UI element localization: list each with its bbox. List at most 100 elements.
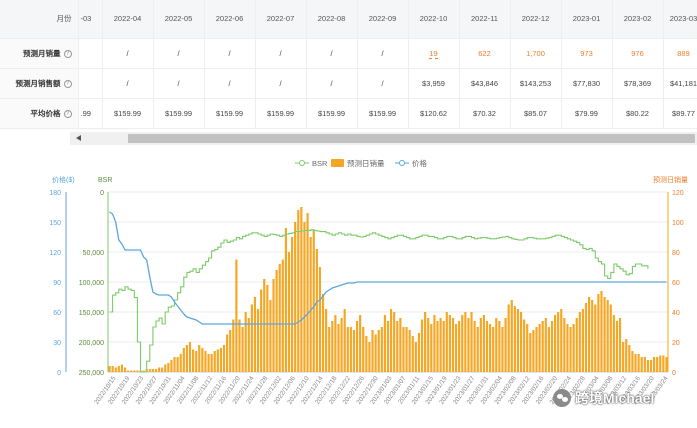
- sales-bar: [219, 348, 223, 372]
- sales-bar: [646, 360, 649, 372]
- sales-bar: [334, 315, 337, 372]
- help-icon[interactable]: ?: [63, 109, 72, 118]
- cell-value: /: [177, 48, 180, 58]
- sales-bar: [467, 318, 470, 372]
- sales-bar: [523, 319, 526, 372]
- help-icon[interactable]: ?: [63, 49, 72, 58]
- sales-bar: [182, 348, 185, 372]
- cell-value: $77,830: [572, 78, 601, 88]
- sales-bar: [309, 237, 312, 372]
- table-cell: $43,846: [459, 68, 511, 99]
- month-header: 2022-05: [153, 0, 205, 39]
- sales-bar: [275, 270, 278, 372]
- cell-value: 973: [580, 48, 593, 58]
- sales-bar: [371, 330, 374, 372]
- watermark: 跨境Michael: [553, 387, 693, 409]
- sales-bar: [560, 309, 563, 372]
- sales-bar: [368, 342, 371, 372]
- sales-bar: [232, 319, 235, 372]
- sales-bar: [417, 333, 421, 372]
- table-cell: /: [357, 68, 409, 99]
- cell-value: /: [330, 78, 333, 88]
- cell-value: /: [228, 78, 231, 88]
- sales-bar: [123, 367, 127, 372]
- sales-chart: 0 30 60 90 120 150 180 250,000 200,000 150,000 100…: [0, 150, 697, 428]
- sales-bar: [529, 333, 532, 372]
- watermark-text: 跨境Michael: [575, 390, 655, 406]
- cell-value: $159.99: [317, 108, 346, 118]
- sales-bar: [390, 309, 393, 372]
- sales-bar: [355, 321, 359, 372]
- cell-value: $70.32: [473, 108, 496, 118]
- sales-bar: [609, 304, 612, 372]
- cell-value: 19: [429, 48, 438, 59]
- month-header: 2023-03: [663, 0, 697, 39]
- cell-value: $159.99: [164, 108, 193, 118]
- price-line: [109, 211, 667, 325]
- bsr-axis-title: BSR: [98, 177, 112, 184]
- cell-value: 976: [631, 48, 644, 58]
- sales-bar: [631, 351, 634, 372]
- sales-axis-title: 预测日销量: [653, 175, 688, 184]
- help-icon[interactable]: ?: [63, 79, 72, 88]
- sales-bar: [269, 300, 272, 372]
- sales-bar: [656, 357, 659, 372]
- table-cell: $159.99: [357, 98, 409, 129]
- month-header: 2022-12: [510, 0, 562, 39]
- cell-value: $80.22: [626, 108, 649, 118]
- sales-bar: [445, 312, 448, 372]
- cell-value: /: [177, 78, 180, 88]
- sales-bar: [430, 324, 433, 372]
- sales-bar: [634, 354, 637, 372]
- table-cell: $159.99: [102, 98, 154, 129]
- table-cell: [78, 38, 103, 69]
- sales-bar: [111, 366, 114, 372]
- sales-bar: [594, 304, 597, 372]
- sales-bar: [485, 321, 489, 372]
- sales-bar: [622, 342, 625, 372]
- sales-bar: [476, 327, 479, 372]
- scroll-left-arrow-icon[interactable]: [76, 135, 81, 141]
- sales-bar: [519, 312, 523, 372]
- table-row: 平均价格? .99 $159.99 $159.99 $159.99 $159.99 $159…: [0, 98, 697, 129]
- sales-bar: [377, 330, 380, 372]
- sales-bar: [188, 342, 192, 372]
- cell-value: 622: [478, 48, 491, 58]
- bsr-tick-label: 150,000: [79, 310, 104, 317]
- sales-bar: [133, 370, 136, 372]
- sales-bar: [241, 327, 244, 372]
- sales-bar: [451, 318, 455, 372]
- sales-bar: [303, 222, 306, 372]
- table-cell: $80.22: [612, 98, 664, 129]
- sales-bar: [229, 330, 232, 372]
- sales-bar: [383, 315, 386, 372]
- sales-bar: [563, 318, 566, 372]
- sales-bar: [408, 330, 411, 372]
- sales-bar: [507, 304, 510, 372]
- scroll-thumb[interactable]: [128, 134, 695, 143]
- row-label-text: 预测月销售额: [15, 78, 61, 88]
- sales-bar: [176, 357, 179, 372]
- sales-bar: [331, 321, 334, 372]
- sales-bar: [628, 345, 631, 372]
- sales-bar: [396, 321, 399, 372]
- table-cell: $85.07: [510, 98, 562, 129]
- sales-tick-label: 0: [672, 370, 676, 377]
- sales-bar: [287, 252, 291, 372]
- sales-bar: [315, 249, 318, 372]
- sales-bar: [136, 370, 139, 372]
- table-cell: $159.99: [153, 98, 205, 129]
- sales-bar: [244, 312, 247, 372]
- horizontal-scrollbar[interactable]: [70, 132, 697, 145]
- table-cell: /: [255, 68, 307, 99]
- sales-bar: [402, 327, 405, 372]
- sales-bar: [516, 309, 520, 372]
- sales-bar: [210, 354, 213, 372]
- sales-bar: [325, 309, 328, 372]
- table-cell: $159.99: [204, 98, 256, 129]
- chart-canvas: 0 30 60 90 120 150 180 250,000 200,000 150,000 100…: [49, 158, 688, 406]
- sales-bar: [185, 345, 188, 372]
- table-cell: 889: [663, 38, 697, 69]
- sales-bar: [399, 318, 402, 372]
- bsr-tick-label: 0: [100, 190, 104, 197]
